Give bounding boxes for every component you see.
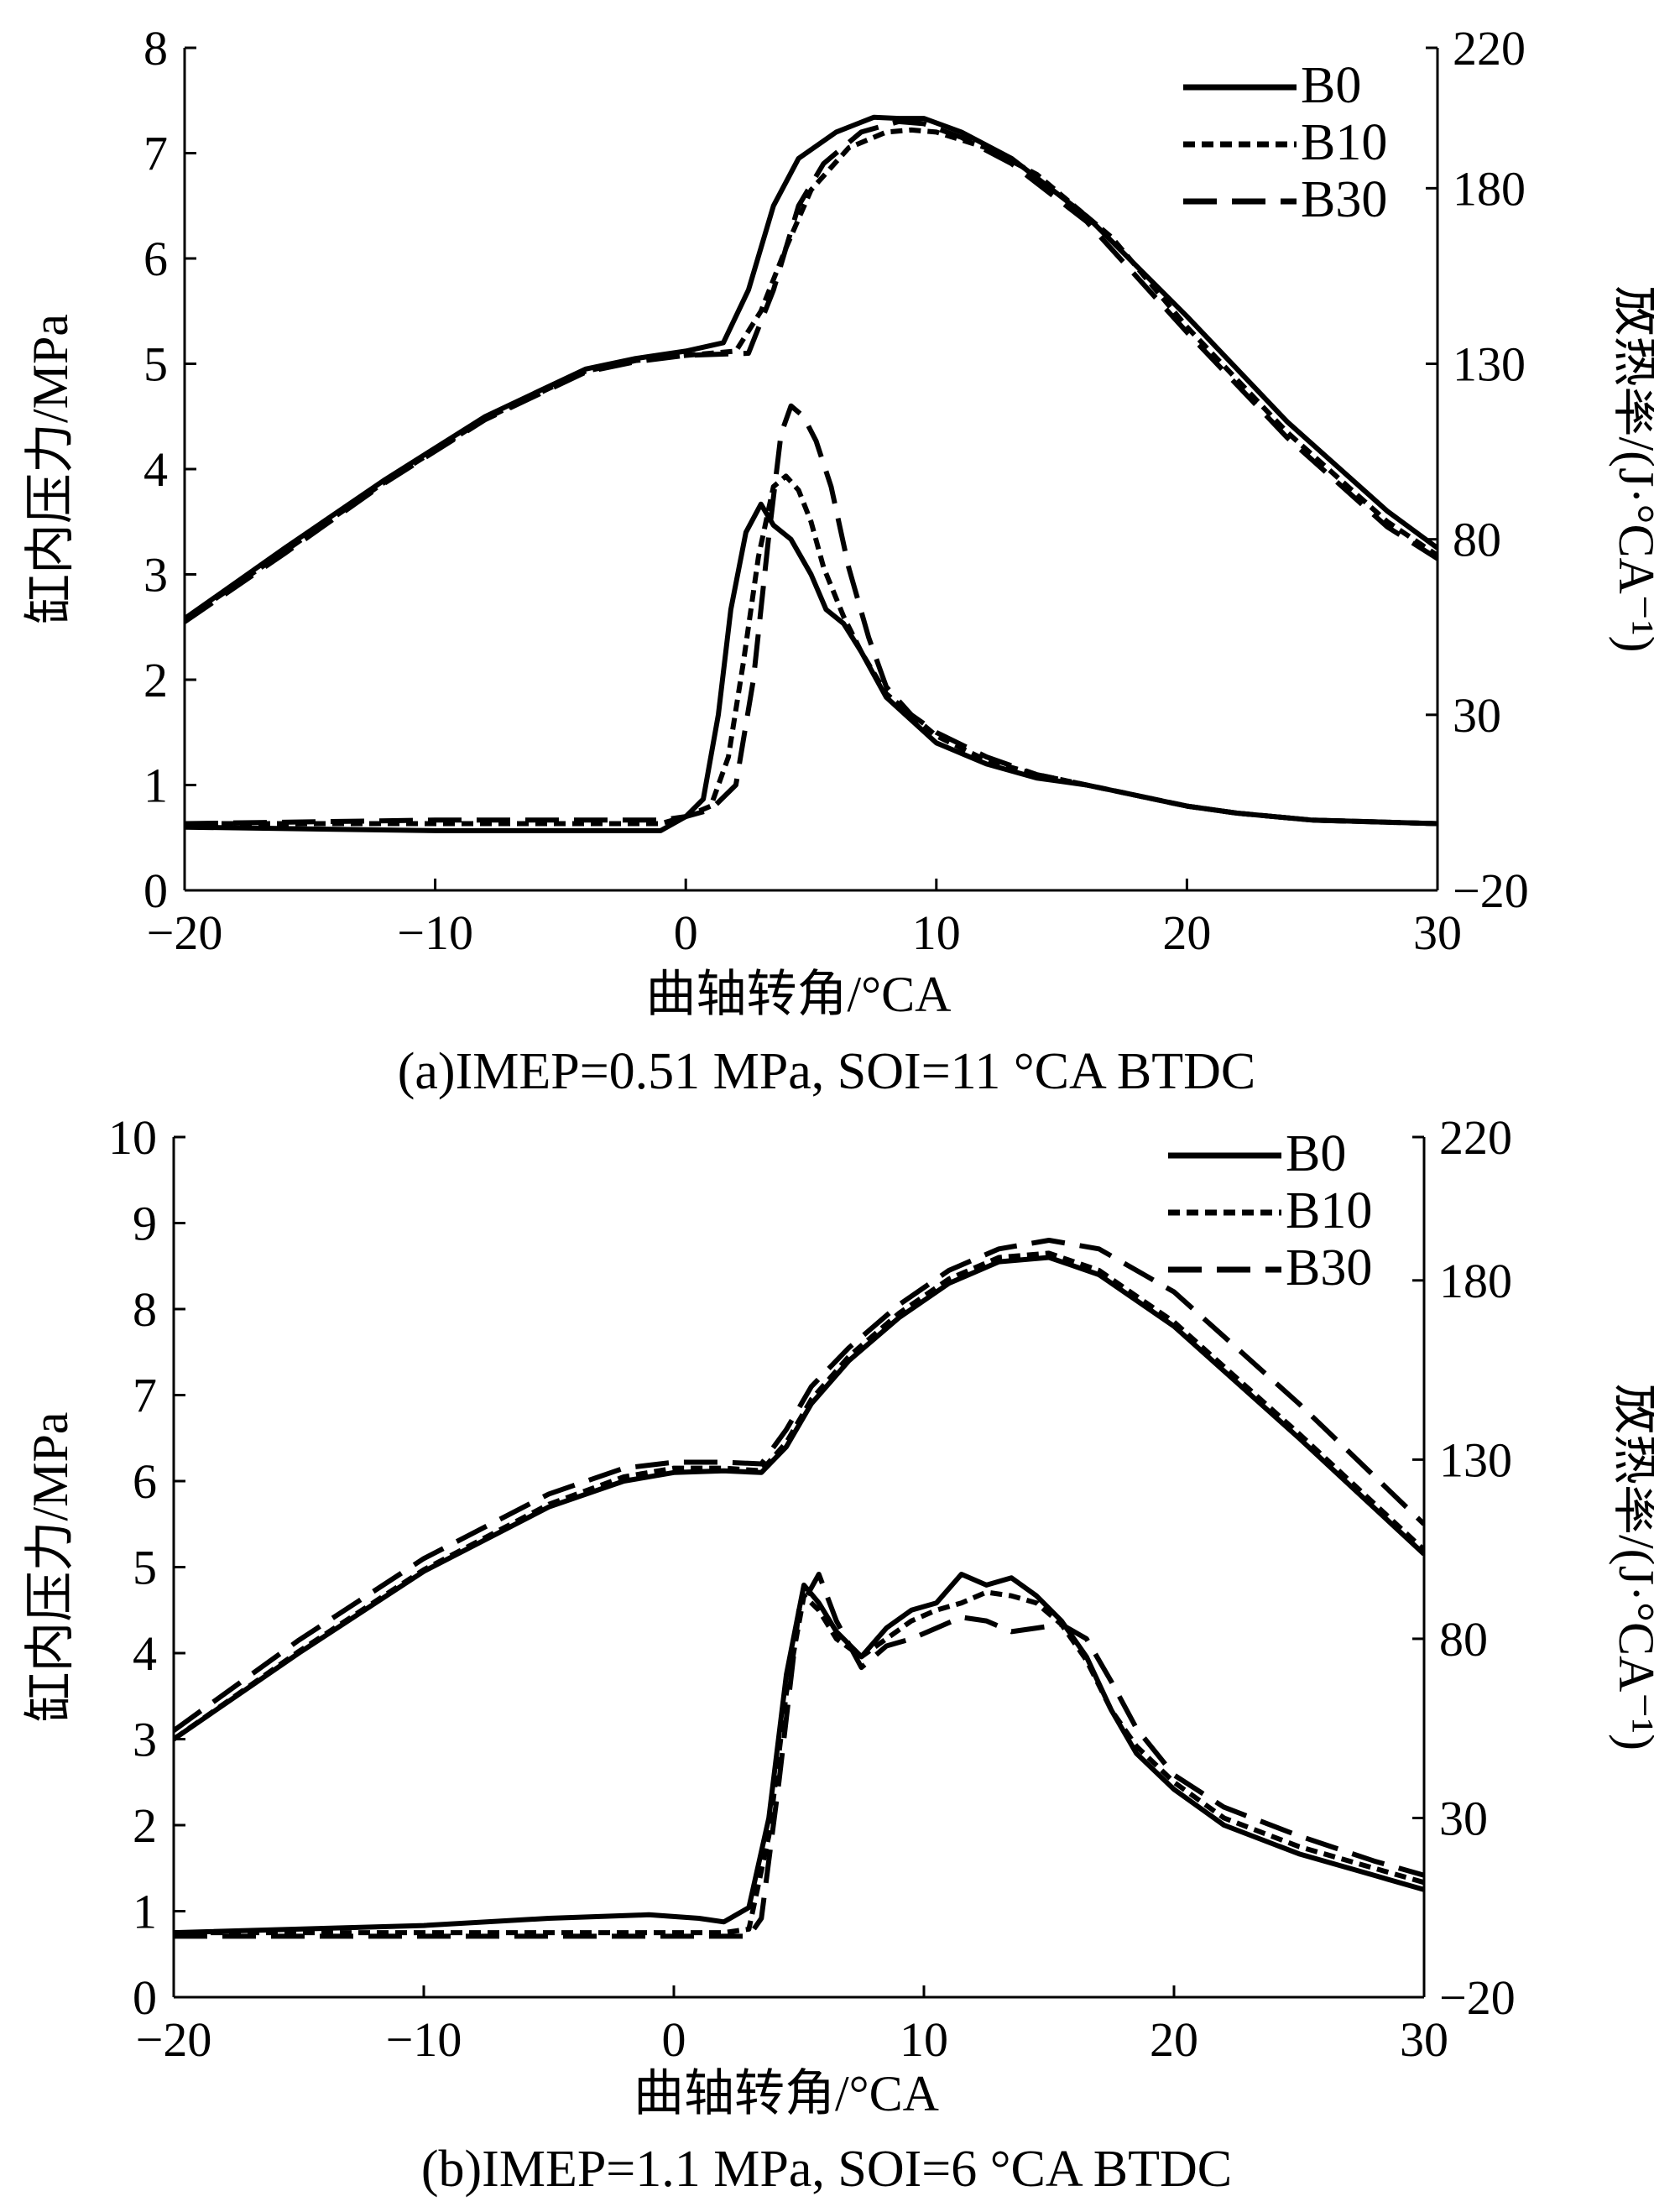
legend-label-b30: B30 <box>1286 1239 1372 1296</box>
y-tick-label: 8 <box>133 1282 157 1337</box>
x-tick-label: 0 <box>662 2012 686 2067</box>
x-tick-label: 10 <box>912 905 961 960</box>
y2-tick-label: 30 <box>1453 688 1501 743</box>
y2-tick-label: −20 <box>1439 1970 1516 2025</box>
y2-tick-label: 80 <box>1453 513 1501 567</box>
x-tick-label: 10 <box>900 2012 948 2067</box>
series-line-b0-pressure <box>174 1255 1424 1741</box>
x-axis-title: 曲轴转角/°CA <box>645 967 951 1022</box>
y-tick-label: 5 <box>133 1541 157 1595</box>
y-axis-title: 缸内压力/MPa <box>23 314 78 624</box>
series-line-b30-pressure <box>185 118 1437 624</box>
x-tick-label: −10 <box>397 905 473 960</box>
chart-panel-0: −20 −10 0 10 20 30012345678−203080130180220曲轴… <box>23 21 1654 1100</box>
y-tick-label: 4 <box>133 1626 157 1681</box>
legend-label-b0: B0 <box>1286 1125 1346 1182</box>
x-tick-label: 0 <box>674 905 698 960</box>
y-tick-label: 10 <box>108 1110 157 1165</box>
y2-tick-label: 130 <box>1439 1432 1512 1487</box>
y-tick-label: 0 <box>143 863 168 918</box>
legend-label-b0: B0 <box>1301 57 1361 114</box>
y2-tick-label: 80 <box>1439 1612 1488 1667</box>
legend-label-b30: B30 <box>1301 171 1387 228</box>
series-line-b0-heat_release <box>174 1572 1424 1936</box>
series-line-b30-heat_release <box>185 403 1437 827</box>
y-tick-label: 8 <box>143 21 168 76</box>
y2-tick-label: 180 <box>1439 1254 1512 1308</box>
series-line-b0-heat_release <box>185 501 1437 833</box>
series-line-b30-pressure <box>174 1238 1424 1733</box>
series-line-b30-heat_release <box>174 1572 1424 1939</box>
y2-tick-label: 220 <box>1439 1110 1512 1165</box>
x-tick-label: 30 <box>1400 2012 1448 2067</box>
y-tick-label: 1 <box>133 1885 157 1939</box>
legend-label-b10: B10 <box>1286 1182 1372 1239</box>
series-line-b10-heat_release <box>185 473 1437 827</box>
y2-tick-label: −20 <box>1453 863 1529 918</box>
x-axis-title: 曲轴转角/°CA <box>634 2066 939 2121</box>
y-tick-label: 3 <box>143 548 168 603</box>
x-tick-label: 20 <box>1150 2012 1198 2067</box>
panel-caption: (b)IMEP=1.1 MPa, SOI=6 °CA BTDC <box>421 2141 1232 2198</box>
panel-caption: (a)IMEP=0.51 MPa, SOI=11 °CA BTDC <box>398 1043 1255 1100</box>
y2-axis-title: 放热率/(J·°CA⁻¹) <box>1609 286 1654 653</box>
y-tick-label: 4 <box>143 442 168 497</box>
y-tick-label: 7 <box>143 127 168 181</box>
y-tick-label: 7 <box>133 1369 157 1423</box>
y-tick-label: 0 <box>133 1970 157 2025</box>
chart-panel-1: −20 −10 0 10 20 30012345678910−20308013018022… <box>23 1110 1654 2198</box>
y2-tick-label: 220 <box>1453 21 1526 76</box>
series-line-b10-heat_release <box>174 1589 1424 1936</box>
y-tick-label: 1 <box>143 759 168 813</box>
y-tick-label: 5 <box>143 337 168 392</box>
y-tick-label: 6 <box>143 232 168 286</box>
y-tick-label: 3 <box>133 1713 157 1767</box>
x-tick-label: −20 <box>147 905 223 960</box>
legend-label-b10: B10 <box>1301 114 1387 171</box>
x-tick-label: −10 <box>386 2012 462 2067</box>
series-line-b0-pressure <box>185 114 1437 621</box>
series-line-b10-pressure <box>174 1250 1424 1741</box>
x-tick-label: 20 <box>1162 905 1211 960</box>
y-tick-label: 2 <box>143 653 168 707</box>
y-tick-label: 6 <box>133 1454 157 1509</box>
y-axis-title: 缸内压力/MPa <box>23 1411 78 1722</box>
x-tick-label: −20 <box>136 2012 212 2067</box>
y2-tick-label: 180 <box>1453 161 1526 216</box>
y-tick-label: 9 <box>133 1197 157 1251</box>
x-tick-label: 30 <box>1413 905 1462 960</box>
y-tick-label: 2 <box>133 1798 157 1853</box>
y2-tick-label: 30 <box>1439 1791 1488 1845</box>
y2-tick-label: 130 <box>1453 337 1526 392</box>
y2-axis-title: 放热率/(J·°CA⁻¹) <box>1609 1384 1654 1750</box>
